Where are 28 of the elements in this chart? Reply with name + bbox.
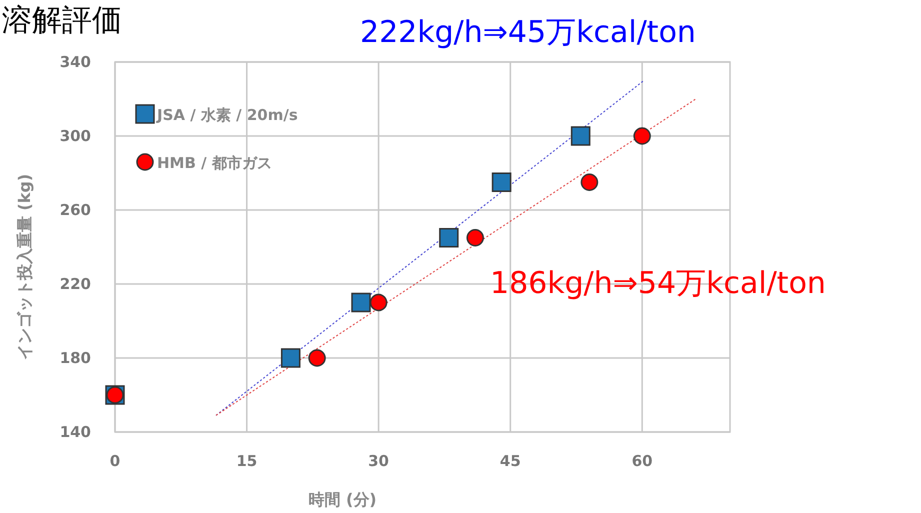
point bbox=[280, 348, 300, 368]
legend-label: HMB / 都市ガス bbox=[157, 154, 272, 172]
y-tick-label: 340 bbox=[60, 53, 91, 71]
x-tick-label: 0 bbox=[110, 452, 120, 470]
point bbox=[633, 127, 651, 145]
point bbox=[466, 229, 484, 246]
x-tick-label: 60 bbox=[632, 452, 653, 470]
point bbox=[570, 126, 590, 146]
text: 222kg/h⇒45万kcal/ton bbox=[360, 15, 696, 50]
point bbox=[308, 349, 326, 367]
point bbox=[351, 292, 371, 312]
point bbox=[492, 172, 512, 192]
y-tick-label: 220 bbox=[60, 275, 91, 293]
y-axis-title: インゴット投入重量 (kg) bbox=[15, 174, 34, 360]
point bbox=[580, 174, 598, 191]
x-tick-label: 30 bbox=[368, 452, 390, 470]
point bbox=[370, 294, 388, 312]
legend-label: JSA / 水素 / 20m/s bbox=[156, 106, 298, 124]
annotation: 186kg/h⇒54万kcal/ton bbox=[490, 266, 826, 301]
y-tick-label: 260 bbox=[60, 201, 91, 219]
y-tick-label: 300 bbox=[60, 127, 91, 145]
chart-title: 溶解評価 bbox=[2, 3, 122, 38]
point bbox=[439, 228, 459, 248]
y-tick-label: 140 bbox=[60, 423, 91, 441]
x-tick-label: 15 bbox=[236, 452, 258, 470]
x-tick-label: 45 bbox=[500, 452, 521, 470]
x-axis-title: 時間 (分) bbox=[308, 490, 377, 509]
y-tick-label: 180 bbox=[60, 349, 91, 367]
